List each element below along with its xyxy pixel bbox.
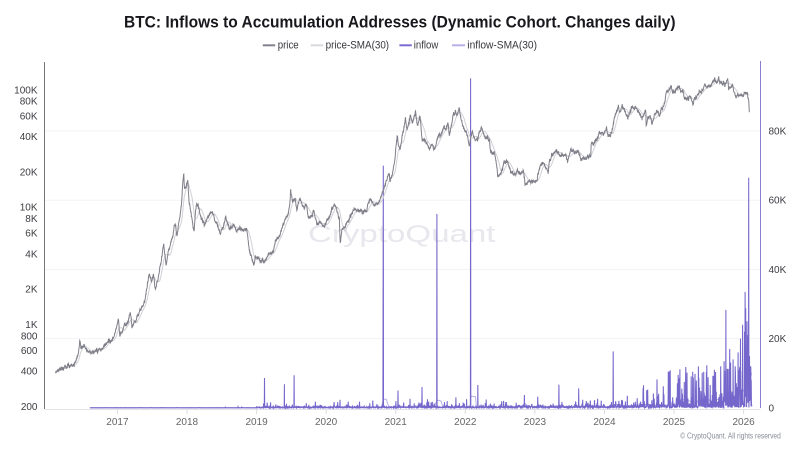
svg-text:80K: 80K <box>769 127 787 138</box>
svg-text:2023: 2023 <box>524 417 547 428</box>
svg-text:20K: 20K <box>20 167 38 178</box>
svg-text:6K: 6K <box>25 229 38 240</box>
svg-text:40K: 40K <box>769 265 787 276</box>
svg-text:600: 600 <box>21 346 38 357</box>
svg-text:BTC: Inflows to Accumulation A: BTC: Inflows to Accumulation Addresses (… <box>124 14 676 32</box>
svg-text:price: price <box>278 40 299 52</box>
svg-text:CryptoQuant: CryptoQuant <box>308 221 496 248</box>
svg-text:2026: 2026 <box>732 417 755 428</box>
svg-text:800: 800 <box>21 331 38 342</box>
svg-text:60K: 60K <box>20 111 38 122</box>
svg-text:200: 200 <box>21 402 38 413</box>
svg-text:8K: 8K <box>25 214 38 225</box>
svg-text:inflow-SMA(30): inflow-SMA(30) <box>467 40 537 52</box>
svg-text:80K: 80K <box>20 97 38 108</box>
svg-text:10K: 10K <box>20 203 38 214</box>
svg-text:2021: 2021 <box>385 417 408 428</box>
svg-text:price-SMA(30): price-SMA(30) <box>326 40 390 52</box>
svg-text:2020: 2020 <box>315 417 338 428</box>
svg-text:2019: 2019 <box>245 417 268 428</box>
svg-text:40K: 40K <box>20 132 38 143</box>
svg-text:0: 0 <box>769 403 775 414</box>
svg-text:inflow: inflow <box>414 40 439 52</box>
svg-text:2022: 2022 <box>454 417 477 428</box>
svg-text:4K: 4K <box>25 249 38 260</box>
svg-text:2K: 2K <box>25 285 38 296</box>
svg-text:2017: 2017 <box>106 417 129 428</box>
svg-text:© CryptoQuant. All rights rese: © CryptoQuant. All rights reserved <box>680 431 781 441</box>
svg-text:400: 400 <box>21 367 38 378</box>
svg-text:2025: 2025 <box>663 417 686 428</box>
svg-text:2024: 2024 <box>593 417 616 428</box>
svg-text:1K: 1K <box>25 320 38 331</box>
svg-text:100K: 100K <box>14 85 38 96</box>
svg-text:20K: 20K <box>769 334 787 345</box>
svg-text:2018: 2018 <box>176 417 199 428</box>
svg-text:60K: 60K <box>769 196 787 207</box>
